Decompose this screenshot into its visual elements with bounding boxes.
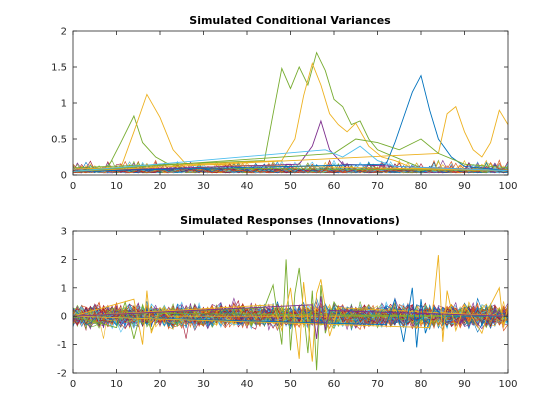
x-tick-label: 60 xyxy=(328,379,341,390)
series-line xyxy=(72,259,508,371)
y-tick-label: 1 xyxy=(61,99,67,110)
axes: 0 10 20 30 40 50 60 70 80 90 100 -2 -1 0 1 2 3 xyxy=(57,227,518,391)
x-tick-label: 10 xyxy=(110,379,123,390)
x-tick-label: 50 xyxy=(284,181,297,192)
series-line xyxy=(72,51,509,171)
y-tick-label: 1.5 xyxy=(51,63,67,74)
series-line xyxy=(72,119,509,172)
x-tick-label: 10 xyxy=(110,181,123,192)
series-line xyxy=(72,105,509,172)
x-tick-label: 100 xyxy=(498,379,517,390)
x-tick-label: 90 xyxy=(458,379,471,390)
chart-title: Simulated Responses (Innovations) xyxy=(180,214,400,227)
y-tick-label: -1 xyxy=(57,340,67,351)
x-tick-label: 80 xyxy=(415,181,428,192)
x-tick-label: 70 xyxy=(371,181,384,192)
series-line xyxy=(72,279,509,362)
y-tick-label: 0.5 xyxy=(51,135,67,146)
series-line xyxy=(72,255,509,342)
series-line xyxy=(72,287,508,348)
y-tick-label: 1 xyxy=(61,283,67,294)
series-line xyxy=(72,145,509,172)
y-tick-label: 0 xyxy=(61,312,67,323)
y-tick-label: 0 xyxy=(61,171,67,182)
x-tick-label: 20 xyxy=(154,379,167,390)
x-tick-label: 20 xyxy=(154,181,167,192)
x-tick-label: 80 xyxy=(415,379,428,390)
subplot-responses: Simulated Responses (Innovations) 0 10 20 3… xyxy=(57,214,518,390)
series-line xyxy=(72,303,509,326)
x-tick-label: 40 xyxy=(241,181,254,192)
y-tick-label: 2 xyxy=(61,27,67,38)
x-tick-label: 30 xyxy=(197,379,210,390)
x-tick-label: 0 xyxy=(70,379,76,390)
axes: 0 10 20 30 40 50 60 70 80 90 100 0 0.5 1 1.5 2 xyxy=(51,27,517,193)
subplot-conditional-variances: Simulated Conditional Variances 0 10 20 30 4… xyxy=(51,14,517,192)
series-line xyxy=(72,61,509,171)
series-line xyxy=(72,296,509,339)
series-group xyxy=(72,255,509,371)
series-line xyxy=(72,138,509,172)
y-tick-label: 2 xyxy=(61,255,67,266)
x-tick-label: 30 xyxy=(197,181,210,192)
y-tick-label: -2 xyxy=(57,369,67,380)
x-tick-label: 90 xyxy=(458,181,471,192)
x-tick-label: 60 xyxy=(328,181,341,192)
x-tick-label: 40 xyxy=(241,379,254,390)
y-tick-label: 3 xyxy=(61,227,67,238)
axes-box xyxy=(72,230,509,374)
chart-title: Simulated Conditional Variances xyxy=(189,14,391,27)
axes-box xyxy=(72,30,509,176)
x-tick-label: 70 xyxy=(371,379,384,390)
x-tick-label: 50 xyxy=(284,379,297,390)
x-tick-label: 100 xyxy=(498,181,517,192)
series-group xyxy=(72,51,509,174)
series-line xyxy=(72,74,509,172)
x-tick-label: 0 xyxy=(70,181,76,192)
